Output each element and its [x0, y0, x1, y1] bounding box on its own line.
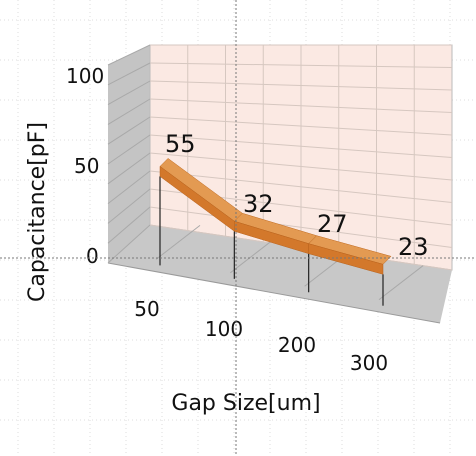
y-tick-label: 0 — [86, 244, 99, 268]
data-label: 55 — [165, 130, 196, 158]
side-gridline — [107, 62, 151, 86]
side-gridline — [107, 44, 151, 66]
x-axis-title: Gap Size[um] — [171, 391, 320, 416]
data-label: 32 — [243, 190, 274, 218]
data-labels: 55 32 27 23 — [165, 130, 429, 261]
x-axis: 50 100 200 300 Gap Size[um] — [134, 297, 388, 416]
side-gridline — [107, 116, 151, 145]
side-gridline — [107, 80, 151, 106]
side-gridline — [107, 170, 151, 204]
side-wall — [108, 45, 150, 263]
x-tick-label: 300 — [350, 351, 388, 375]
floor — [108, 225, 452, 323]
drop-lines — [159, 176, 384, 306]
floor-front-edge — [107, 262, 441, 324]
side-gridline — [107, 134, 151, 165]
y-tick-label: 100 — [66, 64, 104, 88]
data-label: 27 — [317, 210, 348, 238]
floor-gridline — [378, 265, 424, 301]
y-axis-title: Capacitance[pF] — [25, 122, 50, 302]
floor-gridline — [155, 225, 201, 260]
x-tick-label: 50 — [134, 297, 159, 321]
x-tick-label: 100 — [205, 317, 243, 341]
side-gridline — [107, 224, 151, 264]
y-tick-label: 50 — [74, 154, 99, 178]
side-gridline — [107, 188, 151, 224]
ribbon-segment-front — [308, 243, 384, 275]
side-gridline — [107, 152, 151, 185]
side-gridline — [107, 206, 151, 244]
floor-gridline — [230, 238, 275, 274]
side-gridline — [107, 98, 151, 125]
line-ribbon — [159, 158, 392, 275]
y-axis: 100 50 0 Capacitance[pF] — [25, 64, 104, 302]
data-label: 23 — [398, 233, 429, 261]
x-tick-label: 200 — [278, 333, 316, 357]
